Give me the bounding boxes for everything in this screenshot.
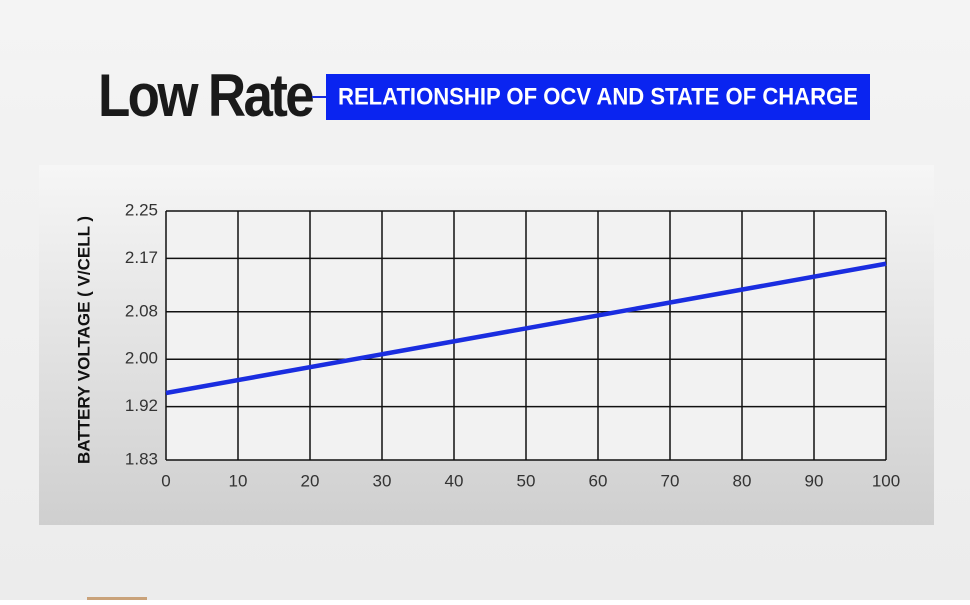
subtitle-box (326, 74, 870, 120)
x-tick-label: 40 (445, 471, 464, 490)
x-tick-label: 30 (373, 471, 392, 490)
y-tick-label: 1.83 (125, 449, 158, 468)
chart-subtitle: RELATIONSHIP OF OCV AND STATE OF CHARGE (338, 83, 858, 110)
y-tick-label: 2.17 (125, 248, 158, 267)
x-tick-label: 80 (733, 471, 752, 490)
x-tick-label: 70 (661, 471, 680, 490)
y-axis-label: BATTERY VOLTAGE ( V/CELL ) (74, 216, 93, 464)
y-tick-label: 2.08 (125, 301, 158, 320)
y-tick-label: 2.25 (125, 200, 158, 219)
x-tick-label: 20 (301, 471, 320, 490)
x-tick-label: 100 (872, 471, 900, 490)
chart-title: Low Rate (98, 62, 313, 129)
x-tick-label: 60 (589, 471, 608, 490)
decoration (87, 597, 147, 600)
x-tick-label: 50 (517, 471, 536, 490)
x-tick-label: 0 (161, 471, 170, 490)
x-tick-label: 90 (805, 471, 824, 490)
data-line (165, 261, 887, 396)
x-tick-label: 10 (229, 471, 248, 490)
y-tick-label: 1.92 (125, 396, 158, 415)
y-tick-label: 2.00 (125, 349, 158, 368)
